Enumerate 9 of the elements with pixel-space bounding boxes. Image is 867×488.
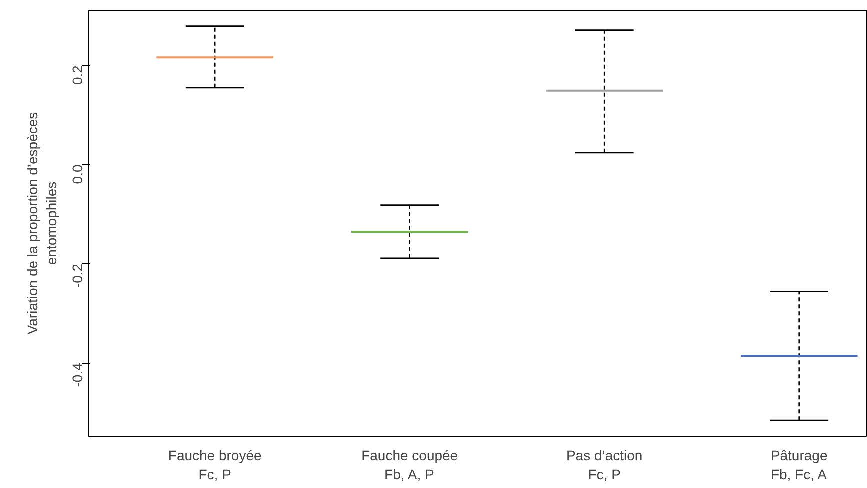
y-tick-label: 0.0 <box>70 164 86 184</box>
x-tick-label: Fauche coupée Fb, A, P <box>362 448 458 483</box>
x-tick-label: Pas d’action Fc, P <box>566 448 643 483</box>
y-tick-label: 0.2 <box>70 65 86 86</box>
y-tick-label: -0.4 <box>70 362 86 388</box>
x-tick-label: Fauche broyée Fc, P <box>168 448 262 483</box>
y-axis-title: Variation de la proportion d’espèces entomophiles <box>24 112 60 335</box>
y-tick-label: -0.2 <box>70 264 86 288</box>
x-tick-label: Pâturage Fb, Fc, A <box>770 448 828 483</box>
